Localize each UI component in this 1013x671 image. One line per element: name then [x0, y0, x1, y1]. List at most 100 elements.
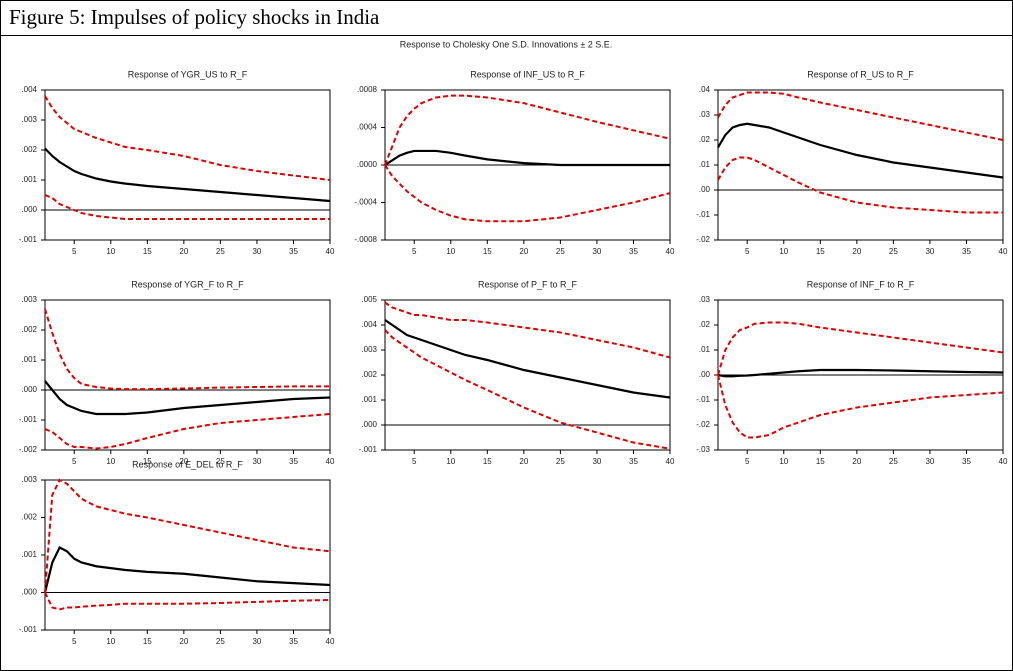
- header-rule: [1, 35, 1012, 36]
- y-tick-label: .04: [699, 85, 711, 94]
- x-tick-label: 40: [999, 457, 1008, 466]
- y-tick-label: -.001: [359, 445, 378, 454]
- y-tick-label: -.001: [19, 415, 38, 424]
- plot-frame: [44, 89, 331, 241]
- series-line: [44, 592, 331, 611]
- x-tick-label: 5: [745, 247, 750, 256]
- series-line: [717, 374, 1004, 439]
- x-tick-label: 20: [852, 457, 861, 466]
- x-tick-label: 15: [483, 247, 492, 256]
- x-tick-label: 30: [252, 637, 261, 646]
- y-tick-label: .004: [361, 320, 377, 329]
- x-tick-label: 35: [629, 247, 638, 256]
- y-tick-label: .000: [21, 385, 37, 394]
- y-tick-label: .00: [699, 370, 711, 379]
- y-tick-label: .003: [21, 475, 37, 484]
- y-tick-label: .004: [21, 85, 37, 94]
- x-tick-label: 10: [106, 247, 115, 256]
- x-tick-label: 10: [106, 637, 115, 646]
- x-tick-label: 35: [629, 457, 638, 466]
- x-tick-label: 30: [592, 457, 601, 466]
- series-line: [717, 91, 1004, 141]
- x-tick-label: 25: [556, 247, 565, 256]
- plot-frame: [717, 89, 1004, 241]
- x-tick-label: 15: [143, 247, 152, 256]
- y-tick-label: -.002: [19, 445, 38, 454]
- y-tick-label: .0004: [357, 123, 378, 132]
- figure-title: Figure 5: Impulses of policy shocks in I…: [9, 5, 380, 29]
- series-line: [44, 95, 331, 181]
- x-tick-label: 15: [143, 457, 152, 466]
- x-tick-label: 15: [143, 637, 152, 646]
- series-line: [44, 380, 331, 416]
- y-tick-label: -.001: [19, 625, 38, 634]
- x-tick-label: 5: [72, 457, 77, 466]
- x-tick-label: 30: [252, 247, 261, 256]
- y-tick-label: -.02: [696, 235, 710, 244]
- x-tick-label: 35: [289, 247, 298, 256]
- series-line: [44, 147, 331, 203]
- y-tick-label: .00: [699, 185, 711, 194]
- y-tick-label: .02: [699, 135, 711, 144]
- chart-title: Response of YGR_US to R_F: [128, 69, 248, 79]
- x-tick-label: 40: [326, 637, 335, 646]
- x-tick-label: 35: [962, 247, 971, 256]
- x-tick-label: 10: [446, 247, 455, 256]
- x-tick-label: 40: [326, 247, 335, 256]
- series-line: [384, 164, 671, 223]
- x-tick-label: 35: [289, 637, 298, 646]
- chart-title: Response of INF_US to R_F: [470, 69, 585, 79]
- x-tick-label: 40: [999, 247, 1008, 256]
- x-tick-label: 5: [412, 457, 417, 466]
- y-tick-label: .0000: [357, 160, 378, 169]
- series-line: [717, 156, 1003, 214]
- series-line: [384, 94, 671, 166]
- y-tick-label: .005: [361, 295, 377, 304]
- x-tick-label: 30: [925, 457, 934, 466]
- y-tick-label: .001: [21, 355, 37, 364]
- x-tick-label: 40: [326, 457, 335, 466]
- y-tick-label: -.02: [696, 420, 710, 429]
- y-tick-label: .000: [361, 420, 377, 429]
- x-tick-label: 20: [179, 457, 188, 466]
- series-line: [717, 122, 1004, 179]
- plot-frame: [384, 299, 671, 451]
- y-tick-label: -.01: [696, 395, 710, 404]
- y-tick-label: .002: [21, 513, 37, 522]
- y-tick-label: .03: [699, 110, 711, 119]
- x-tick-label: 35: [289, 457, 298, 466]
- x-tick-label: 20: [852, 247, 861, 256]
- chart-title: Response of INF_F to R_F: [807, 279, 915, 289]
- x-tick-label: 5: [72, 637, 77, 646]
- chart-title: Response of E_DEL to R_F: [132, 459, 243, 469]
- x-tick-label: 5: [745, 457, 750, 466]
- y-tick-label: .000: [21, 205, 37, 214]
- series-line: [384, 301, 671, 359]
- series-line: [44, 413, 331, 450]
- y-tick-label: .01: [699, 160, 711, 169]
- y-tick-label: .001: [21, 550, 37, 559]
- series-line: [44, 194, 330, 220]
- x-tick-label: 20: [519, 457, 528, 466]
- x-tick-label: 30: [925, 247, 934, 256]
- x-tick-label: 25: [889, 247, 898, 256]
- y-tick-label: .001: [21, 175, 37, 184]
- x-tick-label: 5: [412, 247, 417, 256]
- x-tick-label: 35: [962, 457, 971, 466]
- chart-title: Response of YGR_F to R_F: [131, 279, 244, 289]
- series-line: [384, 149, 670, 167]
- x-tick-label: 40: [666, 457, 675, 466]
- x-tick-label: 30: [252, 457, 261, 466]
- y-tick-label: .02: [699, 320, 711, 329]
- y-tick-label: -.0004: [354, 198, 377, 207]
- chart-title: Response of R_US to R_F: [807, 69, 914, 79]
- series-line: [44, 308, 330, 391]
- x-tick-label: 30: [592, 247, 601, 256]
- series-line: [717, 321, 1004, 376]
- y-tick-label: .002: [21, 325, 37, 334]
- x-tick-label: 10: [779, 247, 788, 256]
- y-tick-label: -.01: [696, 210, 710, 219]
- y-tick-label: -.0008: [354, 235, 377, 244]
- plot-frame: [44, 299, 331, 451]
